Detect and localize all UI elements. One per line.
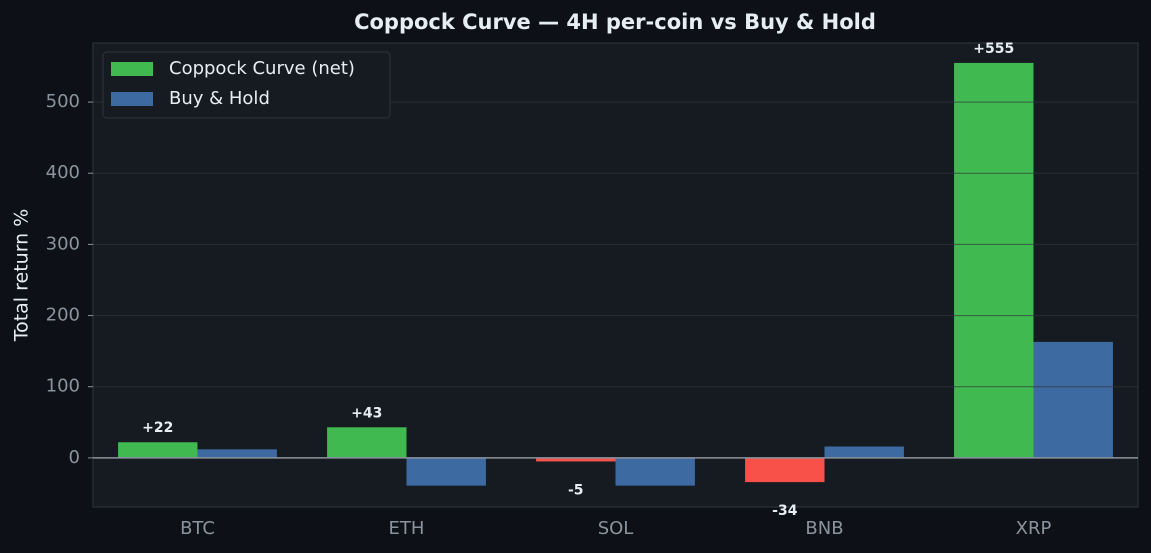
value-label: -5	[568, 482, 584, 498]
bar	[1033, 341, 1113, 458]
bar	[197, 449, 277, 458]
legend-swatch	[111, 62, 153, 76]
value-label: +43	[351, 405, 382, 421]
value-label: +555	[973, 41, 1014, 57]
legend-label: Buy & Hold	[169, 88, 270, 109]
bar	[954, 62, 1034, 458]
legend-swatch	[111, 92, 153, 106]
bar	[327, 427, 407, 458]
x-tick-label: XRP	[1016, 518, 1052, 539]
bar	[824, 446, 904, 458]
y-tick-label: 300	[46, 233, 80, 254]
y-tick-label: 100	[46, 376, 80, 397]
value-label: -34	[772, 503, 798, 519]
x-tick-label: SOL	[598, 518, 634, 539]
legend-box	[102, 51, 391, 119]
y-axis-label: Total return %	[11, 209, 33, 343]
y-tick-label: 400	[46, 162, 80, 183]
bar	[745, 457, 825, 483]
legend-label: Coppock Curve (net)	[169, 58, 355, 79]
y-tick-label: 500	[46, 91, 80, 112]
bar	[118, 442, 198, 458]
x-tick-label: BTC	[180, 518, 215, 539]
chart-title: Coppock Curve — 4H per-coin vs Buy & Hol…	[354, 10, 876, 34]
y-tick-label: 0	[69, 447, 80, 468]
y-tick-label: 200	[46, 305, 80, 326]
bar	[536, 457, 616, 462]
x-tick-label: BNB	[805, 518, 843, 539]
bar	[615, 457, 695, 486]
bar	[406, 457, 486, 486]
value-label: +22	[142, 420, 173, 436]
x-tick-label: ETH	[389, 518, 425, 539]
